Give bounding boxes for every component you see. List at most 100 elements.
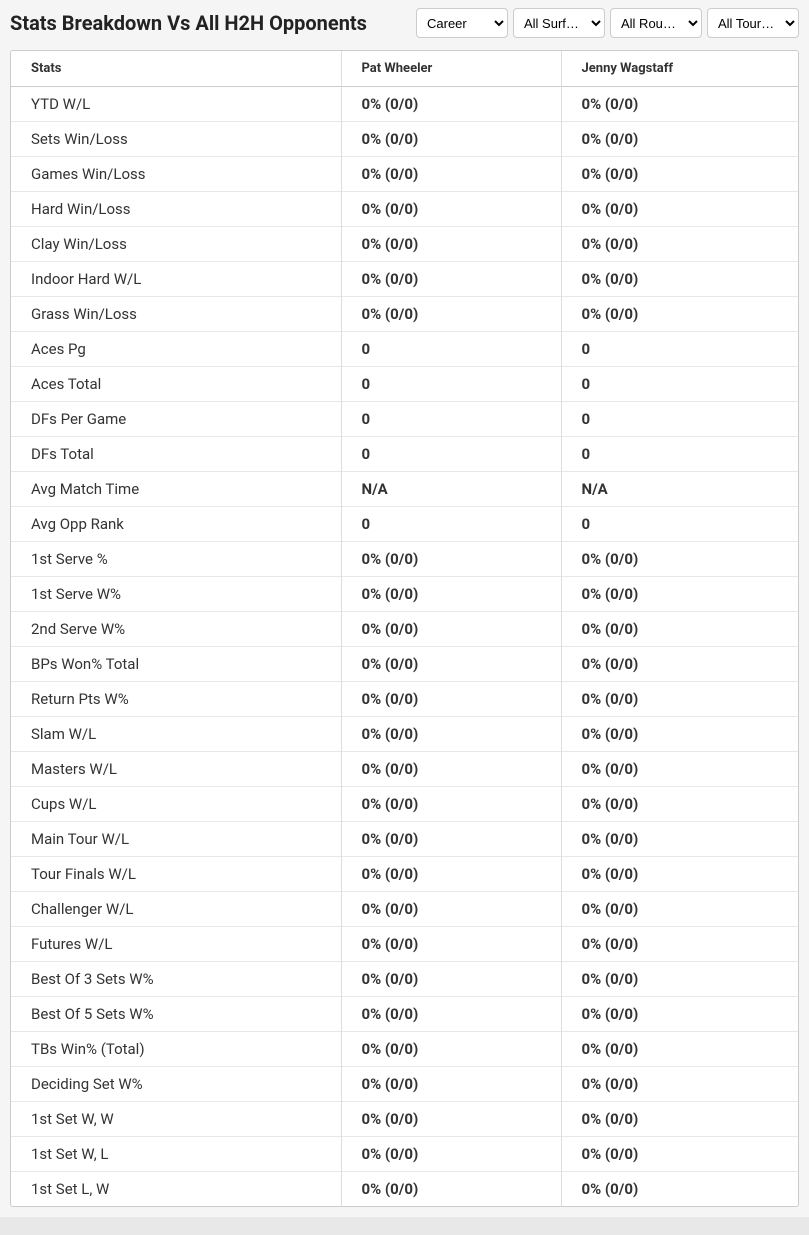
stat-value-player2: 0% (0/0) — [561, 157, 798, 192]
stat-value-player2: 0 — [561, 507, 798, 542]
stat-label: Challenger W/L — [11, 892, 341, 927]
table-row: Main Tour W/L0% (0/0)0% (0/0) — [11, 822, 798, 857]
stat-label: 1st Serve % — [11, 542, 341, 577]
table-row: Hard Win/Loss0% (0/0)0% (0/0) — [11, 192, 798, 227]
stat-value-player1: 0% (0/0) — [341, 542, 561, 577]
stat-value-player2: 0% (0/0) — [561, 122, 798, 157]
stat-label: Avg Match Time — [11, 472, 341, 507]
table-row: Masters W/L0% (0/0)0% (0/0) — [11, 752, 798, 787]
stat-value-player1: 0% (0/0) — [341, 87, 561, 122]
table-row: Avg Opp Rank00 — [11, 507, 798, 542]
stat-value-player1: 0% (0/0) — [341, 962, 561, 997]
stat-value-player1: 0% (0/0) — [341, 297, 561, 332]
stat-value-player1: 0% (0/0) — [341, 192, 561, 227]
stat-value-player1: 0% (0/0) — [341, 752, 561, 787]
stat-value-player2: 0 — [561, 332, 798, 367]
round-select[interactable]: All Rou… — [610, 8, 702, 38]
period-select[interactable]: Career — [416, 8, 508, 38]
stat-label: 1st Set L, W — [11, 1172, 341, 1207]
stat-value-player1: 0% (0/0) — [341, 927, 561, 962]
table-row: 1st Set L, W0% (0/0)0% (0/0) — [11, 1172, 798, 1207]
table-row: DFs Total00 — [11, 437, 798, 472]
stat-label: Tour Finals W/L — [11, 857, 341, 892]
stats-table: Stats Pat Wheeler Jenny Wagstaff YTD W/L… — [11, 51, 798, 1206]
table-row: Games Win/Loss0% (0/0)0% (0/0) — [11, 157, 798, 192]
stat-value-player1: 0% (0/0) — [341, 857, 561, 892]
stat-value-player2: 0% (0/0) — [561, 787, 798, 822]
stat-value-player2: 0% (0/0) — [561, 1137, 798, 1172]
stat-value-player1: 0 — [341, 367, 561, 402]
table-row: Aces Total00 — [11, 367, 798, 402]
page-title: Stats Breakdown Vs All H2H Opponents — [10, 11, 367, 35]
stat-value-player1: 0% (0/0) — [341, 892, 561, 927]
stat-value-player2: 0% (0/0) — [561, 192, 798, 227]
stat-value-player1: 0% (0/0) — [341, 1032, 561, 1067]
stat-value-player1: 0 — [341, 332, 561, 367]
stat-value-player2: 0% (0/0) — [561, 717, 798, 752]
table-row: 1st Serve W%0% (0/0)0% (0/0) — [11, 577, 798, 612]
stat-value-player2: 0% (0/0) — [561, 822, 798, 857]
stat-label: Aces Total — [11, 367, 341, 402]
stat-value-player1: 0% (0/0) — [341, 822, 561, 857]
stat-value-player2: 0% (0/0) — [561, 857, 798, 892]
stat-label: YTD W/L — [11, 87, 341, 122]
stat-value-player2: 0% (0/0) — [561, 927, 798, 962]
stat-value-player1: 0% (0/0) — [341, 262, 561, 297]
table-row: Grass Win/Loss0% (0/0)0% (0/0) — [11, 297, 798, 332]
stat-label: DFs Total — [11, 437, 341, 472]
stat-value-player2: 0% (0/0) — [561, 612, 798, 647]
tour-select[interactable]: All Tour… — [707, 8, 799, 38]
table-row: Clay Win/Loss0% (0/0)0% (0/0) — [11, 227, 798, 262]
surface-select[interactable]: All Surf… — [513, 8, 605, 38]
stat-value-player1: 0% (0/0) — [341, 682, 561, 717]
stat-label: Hard Win/Loss — [11, 192, 341, 227]
stat-value-player1: 0% (0/0) — [341, 647, 561, 682]
table-row: Slam W/L0% (0/0)0% (0/0) — [11, 717, 798, 752]
stat-value-player1: N/A — [341, 472, 561, 507]
stat-value-player1: 0% (0/0) — [341, 787, 561, 822]
header-player1: Pat Wheeler — [341, 51, 561, 87]
table-row: Best Of 5 Sets W%0% (0/0)0% (0/0) — [11, 997, 798, 1032]
stat-label: Aces Pg — [11, 332, 341, 367]
table-row: BPs Won% Total0% (0/0)0% (0/0) — [11, 647, 798, 682]
stat-label: Return Pts W% — [11, 682, 341, 717]
stat-value-player2: 0% (0/0) — [561, 682, 798, 717]
table-row: 2nd Serve W%0% (0/0)0% (0/0) — [11, 612, 798, 647]
stat-value-player2: 0% (0/0) — [561, 892, 798, 927]
table-row: Best Of 3 Sets W%0% (0/0)0% (0/0) — [11, 962, 798, 997]
stat-value-player2: 0% (0/0) — [561, 997, 798, 1032]
stats-table-container: Stats Pat Wheeler Jenny Wagstaff YTD W/L… — [10, 50, 799, 1207]
stat-value-player2: 0% (0/0) — [561, 87, 798, 122]
header-stats: Stats — [11, 51, 341, 87]
stat-value-player2: 0% (0/0) — [561, 577, 798, 612]
stat-label: Main Tour W/L — [11, 822, 341, 857]
stat-label: Deciding Set W% — [11, 1067, 341, 1102]
table-row: YTD W/L0% (0/0)0% (0/0) — [11, 87, 798, 122]
stat-label: Slam W/L — [11, 717, 341, 752]
stat-value-player2: 0% (0/0) — [561, 1102, 798, 1137]
stat-label: Masters W/L — [11, 752, 341, 787]
stat-label: Clay Win/Loss — [11, 227, 341, 262]
table-row: Challenger W/L0% (0/0)0% (0/0) — [11, 892, 798, 927]
table-row: 1st Set W, W0% (0/0)0% (0/0) — [11, 1102, 798, 1137]
stat-value-player2: N/A — [561, 472, 798, 507]
table-row: Return Pts W%0% (0/0)0% (0/0) — [11, 682, 798, 717]
stat-label: Futures W/L — [11, 927, 341, 962]
stat-value-player1: 0% (0/0) — [341, 612, 561, 647]
stat-value-player1: 0% (0/0) — [341, 1102, 561, 1137]
table-row: Deciding Set W%0% (0/0)0% (0/0) — [11, 1067, 798, 1102]
stat-value-player1: 0% (0/0) — [341, 227, 561, 262]
stat-value-player1: 0% (0/0) — [341, 997, 561, 1032]
table-row: Futures W/L0% (0/0)0% (0/0) — [11, 927, 798, 962]
stat-label: Grass Win/Loss — [11, 297, 341, 332]
stat-value-player2: 0% (0/0) — [561, 297, 798, 332]
stat-label: 1st Set W, W — [11, 1102, 341, 1137]
stat-value-player1: 0 — [341, 437, 561, 472]
stat-label: Avg Opp Rank — [11, 507, 341, 542]
table-row: Avg Match TimeN/AN/A — [11, 472, 798, 507]
stat-value-player1: 0% (0/0) — [341, 1137, 561, 1172]
table-row: DFs Per Game00 — [11, 402, 798, 437]
header-player2: Jenny Wagstaff — [561, 51, 798, 87]
stat-label: TBs Win% (Total) — [11, 1032, 341, 1067]
stat-label: Best Of 5 Sets W% — [11, 997, 341, 1032]
